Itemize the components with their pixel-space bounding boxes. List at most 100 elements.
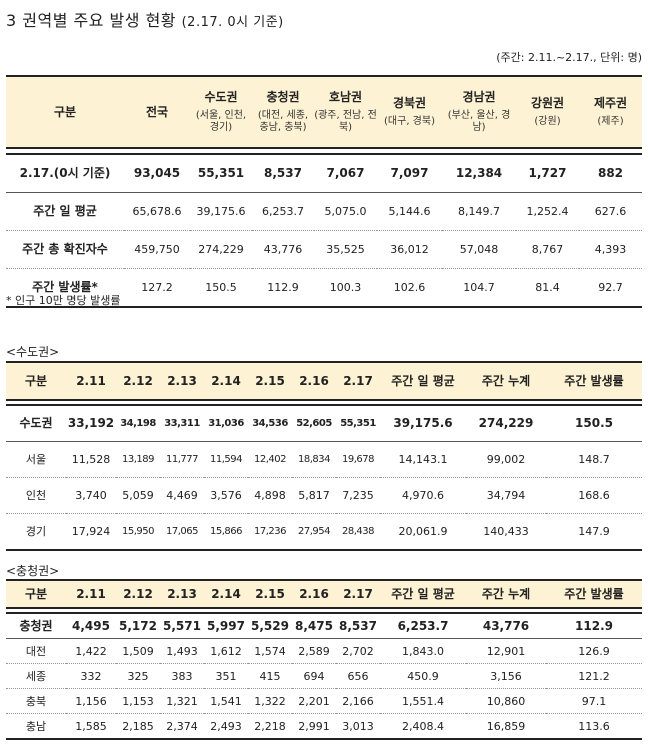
chung-row: 충남 1,585 2,185 2,374 2,493 2,218 2,991 3,013 2,4…	[6, 713, 642, 740]
sudo-cell: 31,036	[204, 404, 248, 442]
table1-cell: 65,678.6	[124, 192, 190, 231]
table1-cell: 8,149.7	[442, 192, 516, 231]
chung-cell: 1,422	[66, 638, 116, 664]
chung-cell: 1,551.4	[380, 688, 466, 714]
table1-cell: 57,048	[442, 230, 516, 269]
table1-cell: 7,067	[314, 153, 377, 193]
row-label: 대전	[6, 638, 66, 664]
table1-cell: 6,253.7	[252, 192, 314, 231]
sudo-cell: 168.6	[546, 477, 642, 514]
title-sub: (2.17. 0시 기준)	[181, 15, 284, 30]
chung-cell: 5,571	[160, 612, 204, 639]
chung-cell: 2,166	[336, 688, 380, 714]
table1-row: 주간 일 평균 65,678.6 39,175.6 6,253.7 5,075.0 5,1…	[6, 192, 642, 231]
sudo-cell: 34,536	[248, 404, 292, 442]
sudo-cell: 17,065	[160, 513, 204, 551]
chung-header-cell: 주간 누계	[466, 579, 546, 609]
sudo-cell: 27,954	[292, 513, 336, 551]
chung-header-row: 구분 2.11 2.12 2.13 2.14 2.15 2.16 2.17 주간 일 평균 주간 …	[6, 579, 642, 609]
chung-cell: 6,253.7	[380, 612, 466, 639]
chung-cell: 10,860	[466, 688, 546, 714]
chung-cell: 383	[160, 663, 204, 689]
chung-section-label: <충청권>	[6, 564, 60, 578]
sudo-row: 인천 3,740 5,059 4,469 3,576 4,898 5,817 7,235 4,9…	[6, 477, 642, 514]
chung-row: 대전 1,422 1,509 1,493 1,612 1,574 2,589 2,702 1,8…	[6, 638, 642, 664]
chung-cell: 1,493	[160, 638, 204, 664]
table1-header-cell: 제주권 (제주)	[579, 75, 642, 149]
sudo-header-cell: 주간 발생률	[546, 361, 642, 401]
sudo-cell: 147.9	[546, 513, 642, 551]
header-sub: (강원)	[534, 115, 561, 127]
chung-cell: 325	[116, 663, 160, 689]
title-main: 3 권역별 주요 발생 현황	[6, 11, 177, 30]
sudo-cell: 99,002	[466, 441, 546, 478]
table1-header-row: 구분 전국 수도권 (서울, 인천, 경기) 충청권 (대전, 세종, 충남, 충북) 호남…	[6, 75, 642, 149]
table1-row: 주간 발생률* 127.2 150.5 112.9 100.3 102.6 104.7 81.…	[6, 268, 642, 308]
table1-header-cell: 호남권 (광주, 전남, 전북)	[314, 75, 377, 149]
header-name: 충청권	[266, 89, 300, 104]
table1-cell: 102.6	[377, 268, 442, 308]
row-label: 서울	[6, 441, 66, 478]
sudo-cell: 34,198	[116, 404, 160, 442]
table1-cell: 1,252.4	[516, 192, 579, 231]
table1-cell: 627.6	[579, 192, 642, 231]
chung-cell: 694	[292, 663, 336, 689]
chung-header-cell: 2.14	[204, 579, 248, 609]
chung-cell: 2,374	[160, 713, 204, 740]
table1-cell: 5,075.0	[314, 192, 377, 231]
table1-cell: 39,175.6	[190, 192, 252, 231]
chung-header-cell: 2.11	[66, 579, 116, 609]
row-label: 경기	[6, 513, 66, 551]
chung-cell: 2,589	[292, 638, 336, 664]
chung-header-cell: 2.16	[292, 579, 336, 609]
table1-cell: 8,537	[252, 153, 314, 193]
row-label: 2.17.(0시 기준)	[6, 153, 124, 193]
sudo-cell: 18,834	[292, 441, 336, 478]
sudo-cell: 11,594	[204, 441, 248, 478]
header-sub: (부산, 울산, 경남)	[447, 109, 511, 133]
table1-cell: 1,727	[516, 153, 579, 193]
chung-cell: 2,493	[204, 713, 248, 740]
sudo-header-cell: 2.13	[160, 361, 204, 401]
sudo-header-cell: 구분	[6, 361, 66, 401]
chung-cell: 1,509	[116, 638, 160, 664]
table1-row: 2.17.(0시 기준) 93,045 55,351 8,537 7,067 7,097 1…	[6, 153, 642, 193]
table1-cell: 35,525	[314, 230, 377, 269]
sudo-table: 구분 2.11 2.12 2.13 2.14 2.15 2.16 2.17 주간 일 평균 주간 …	[6, 361, 642, 551]
chung-cell: 5,529	[248, 612, 292, 639]
sudo-cell: 5,817	[292, 477, 336, 514]
chung-cell: 1,612	[204, 638, 248, 664]
table1-row: 주간 총 확진자수 459,750 274,229 43,776 35,525 36,01…	[6, 230, 642, 269]
table1-header-cell: 수도권 (서울, 인천, 경기)	[190, 75, 252, 149]
table1-header-cell: 경북권 (대구, 경북)	[377, 75, 442, 149]
table1-cell: 882	[579, 153, 642, 193]
table1-header-cell: 경남권 (부산, 울산, 경남)	[442, 75, 516, 149]
chung-cell: 1,574	[248, 638, 292, 664]
row-label: 충남	[6, 713, 66, 740]
chung-cell: 656	[336, 663, 380, 689]
chung-cell: 2,991	[292, 713, 336, 740]
header-name: 강원권	[530, 95, 565, 110]
chung-cell: 332	[66, 663, 116, 689]
table1-cell: 4,393	[579, 230, 642, 269]
header-name: 경북권	[392, 95, 427, 110]
chung-cell: 1,541	[204, 688, 248, 714]
sudo-cell: 15,950	[116, 513, 160, 551]
table1-cell: 112.9	[252, 268, 314, 308]
chung-cell: 16,859	[466, 713, 546, 740]
chung-cell: 415	[248, 663, 292, 689]
chung-header-cell: 구분	[6, 579, 66, 609]
chung-cell: 1,153	[116, 688, 160, 714]
sudo-header-cell: 주간 누계	[466, 361, 546, 401]
table1-cell: 104.7	[442, 268, 516, 308]
sudo-cell: 12,402	[248, 441, 292, 478]
table1-header-cell: 강원권 (강원)	[516, 75, 579, 149]
header-name: 수도권	[204, 89, 238, 104]
sudo-header-cell: 2.11	[66, 361, 116, 401]
sudo-cell: 15,866	[204, 513, 248, 551]
sudo-cell: 274,229	[466, 404, 546, 442]
row-label: 주간 총 확진자수	[6, 230, 124, 269]
sudo-cell: 33,192	[66, 404, 116, 442]
chung-cell: 1,321	[160, 688, 204, 714]
chung-row: 세종 332 325 383 351 415 694 656 450.9 3,156 121.2	[6, 663, 642, 689]
